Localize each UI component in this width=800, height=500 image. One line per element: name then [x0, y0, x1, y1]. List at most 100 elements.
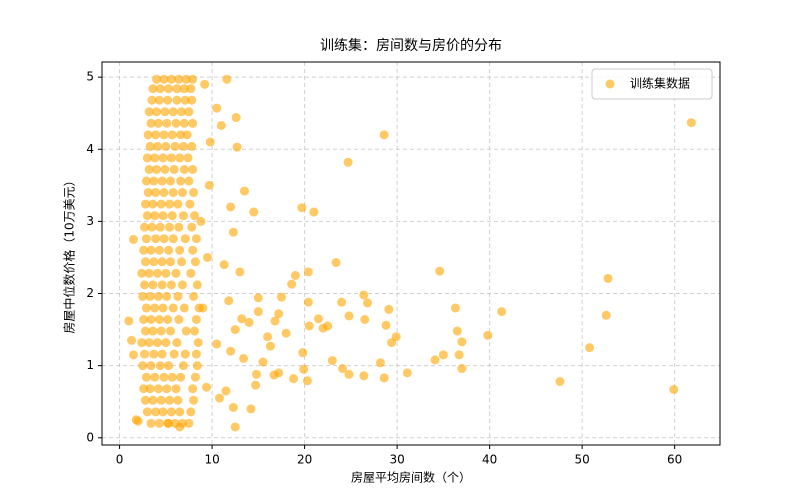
point	[153, 268, 163, 278]
point	[154, 245, 164, 255]
point	[226, 202, 236, 212]
point	[138, 361, 148, 371]
point	[140, 349, 150, 359]
point	[159, 234, 169, 244]
point	[186, 268, 196, 278]
point	[179, 164, 189, 174]
point	[232, 142, 242, 152]
point	[151, 234, 161, 244]
point	[150, 303, 160, 313]
point	[147, 95, 157, 105]
point	[166, 407, 176, 417]
point	[159, 74, 169, 84]
point	[190, 326, 200, 336]
point	[281, 328, 291, 338]
point	[174, 222, 184, 232]
point	[188, 74, 198, 84]
point	[297, 203, 307, 213]
point	[151, 407, 161, 417]
point	[166, 153, 176, 163]
point	[198, 303, 208, 313]
point	[139, 314, 149, 324]
point	[172, 338, 182, 348]
point	[149, 257, 159, 267]
point	[189, 291, 199, 301]
point	[246, 404, 256, 414]
point	[168, 188, 178, 198]
point	[497, 307, 507, 317]
point	[163, 95, 173, 105]
point	[140, 395, 150, 405]
point	[430, 355, 440, 365]
point	[144, 338, 154, 348]
point	[137, 268, 147, 278]
point	[144, 164, 154, 174]
point	[151, 188, 161, 198]
point	[145, 141, 155, 151]
point	[327, 356, 337, 366]
point	[222, 74, 232, 84]
y-tick-label: 4	[86, 142, 94, 156]
point	[235, 267, 245, 277]
point	[146, 361, 156, 371]
point	[145, 384, 155, 394]
y-tick-label: 1	[86, 358, 94, 372]
point	[191, 349, 201, 359]
point	[165, 326, 175, 336]
point	[239, 353, 249, 363]
point	[244, 317, 254, 327]
point	[192, 280, 202, 290]
point	[187, 141, 197, 151]
point	[160, 107, 170, 117]
point	[140, 280, 150, 290]
point	[287, 279, 297, 289]
point	[141, 234, 151, 244]
point	[180, 95, 190, 105]
point	[338, 364, 348, 374]
point	[253, 293, 263, 303]
point	[179, 303, 189, 313]
point	[162, 291, 172, 301]
point	[299, 364, 309, 374]
point	[153, 141, 163, 151]
point	[145, 291, 155, 301]
point	[237, 314, 247, 324]
point	[127, 335, 137, 345]
point	[274, 309, 284, 319]
point	[176, 176, 186, 186]
point	[151, 130, 161, 140]
point	[188, 245, 198, 255]
point	[189, 188, 199, 198]
point	[153, 384, 163, 394]
point	[149, 349, 159, 359]
point	[124, 316, 134, 326]
point	[155, 84, 165, 94]
point	[140, 326, 150, 336]
y-tick-label: 2	[86, 286, 94, 300]
point	[363, 298, 373, 308]
point	[165, 257, 175, 267]
point	[360, 314, 370, 324]
point	[165, 199, 175, 209]
point	[144, 107, 154, 117]
point	[230, 325, 240, 335]
point	[231, 113, 241, 123]
y-axis-label: 房屋中位数价格（10万美元）	[62, 174, 77, 333]
point	[228, 227, 238, 237]
point	[159, 130, 169, 140]
point	[128, 350, 138, 360]
point	[337, 297, 347, 307]
point	[202, 382, 212, 392]
point	[304, 321, 314, 331]
point	[187, 95, 197, 105]
point	[391, 332, 401, 342]
point	[162, 384, 172, 394]
point	[165, 176, 175, 186]
point	[186, 84, 196, 94]
x-tick-label: 10	[204, 453, 219, 467]
point	[181, 326, 191, 336]
point	[190, 257, 200, 267]
point	[146, 418, 156, 428]
point	[138, 291, 148, 301]
point	[158, 153, 168, 163]
